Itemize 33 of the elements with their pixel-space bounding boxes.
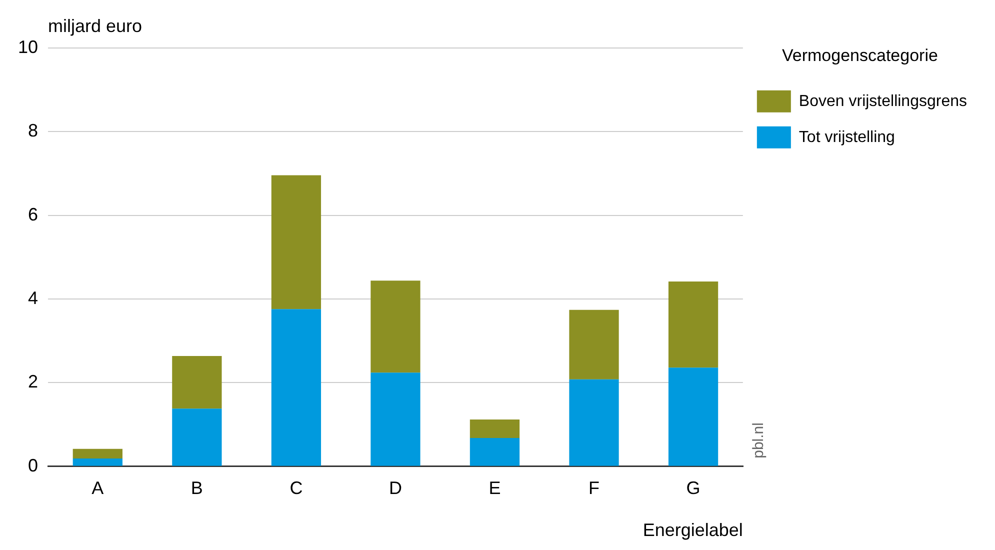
bar [271,309,322,466]
x-tick-label: E [488,478,501,498]
x-tick-label: C [290,478,303,498]
bar [470,420,520,438]
bar [370,372,420,466]
x-axis-title: Energielabel [642,520,743,540]
x-tick-label: A [92,478,104,498]
legend-label: Tot vrijstelling [798,128,895,146]
y-axis-title: miljard euro [48,16,142,36]
y-tick-label: 2 [28,372,38,392]
bar [172,408,222,466]
x-tick-label: G [686,478,700,498]
bar [569,379,619,466]
y-tick-label: 4 [28,288,38,308]
y-tick-label: 8 [28,120,38,141]
bar [569,310,619,380]
bar [72,448,122,458]
bar [72,458,122,466]
x-tick-label: D [388,478,402,498]
bar [271,175,322,310]
bar [370,280,420,373]
text: pbl.nl [750,422,768,458]
y-tick-label: 0 [28,455,38,476]
bar [172,356,222,409]
legend-title: Vermogenscategorie [782,46,938,66]
y-tick-label: 6 [28,204,38,224]
bar [470,438,520,466]
bar [668,281,718,368]
x-tick-label: B [190,478,203,498]
legend-label: Boven vrijstellingsgrens [798,92,967,110]
x-tick-label: F [588,478,600,498]
y-tick-label: 10 [18,36,38,57]
bar [668,368,718,466]
